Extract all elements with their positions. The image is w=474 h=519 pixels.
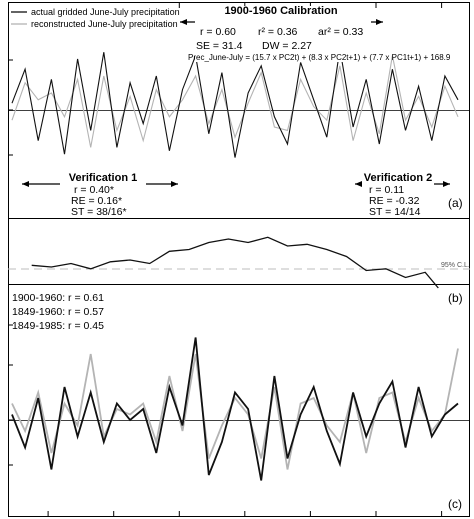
calibration-title: 1900-1960 Calibration [224,5,337,17]
calibration-ar2: ar² = 0.33 [318,26,363,38]
verification1-arrow-left-head [22,181,29,187]
panel-b-label: (b) [448,291,463,305]
tick-marks [8,3,443,516]
panel-c-actual-series [11,337,459,481]
panel-b-running-correlation-series [31,236,439,289]
panel-b-cl-label: 95% C.L. [441,262,470,269]
calibration-r2: r² = 0.36 [258,26,298,38]
verification2-title: Verification 2 [364,172,432,184]
verification2-text-bg [362,171,434,217]
calibration-dw: DW = 2.27 [262,40,312,52]
verification1-arrow-right-head [171,181,178,187]
calibration-arrow-right-head [376,19,383,25]
calibration-se: SE = 31.4 [196,40,243,52]
calibration-equation: Prec_June-July = (15.7 x PC2t) + (8.3 x … [188,53,451,62]
calibration-text-bg [195,6,371,62]
figure-frame [8,2,470,517]
verification1-text-bg [60,171,146,217]
verification2-arrow-right-head [443,181,450,187]
verification1-re: RE = 0.16* [71,195,122,207]
legend-reconstructed-label: reconstructed June-July precipitation [31,19,178,29]
panel-a-actual-series [11,48,459,158]
panel-c-stat-2: 1849-1960: r = 0.57 [12,306,104,318]
verification1-st: ST = 38/16* [71,206,127,218]
verification2-r: r = 0.11 [369,184,404,196]
panel-c-reconstructed-series [11,348,459,470]
verification1-r: r = 0.40* [74,184,114,196]
calibration-r: r = 0.60 [200,26,236,38]
legend-actual-label: actual gridded June-July precipitation [31,7,180,17]
panel-c-stat-1: 1900-1960: r = 0.61 [12,292,104,304]
verification2-re: RE = -0.32 [369,195,420,207]
legend-box [9,3,174,29]
verification2-arrow-left-head [355,181,362,187]
calibration-arrow-left-head [180,19,187,25]
panel-a-label: (a) [448,196,463,210]
verification2-st: ST = 14/14 [369,206,421,218]
panel-a-reconstructed-series [11,55,459,148]
panel-c-stat-3: 1849-1985: r = 0.45 [12,320,104,332]
panel-c-label: (c) [448,497,462,511]
verification1-title: Verification 1 [69,172,137,184]
